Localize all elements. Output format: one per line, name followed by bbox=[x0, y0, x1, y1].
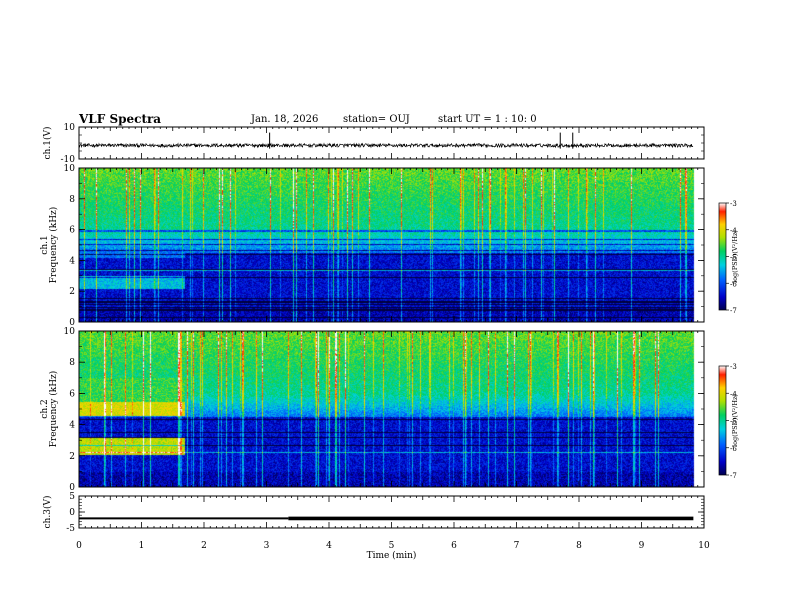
ch2-spec-ylabel: Frequency (kHz) bbox=[48, 371, 59, 448]
ch1-spectrogram-colorbar-label: log(PSD)(V²/Hz) bbox=[731, 230, 739, 283]
y-tick-label: 6 bbox=[69, 226, 75, 236]
colorbar-tick-label: -3 bbox=[730, 363, 737, 371]
x-tick-label: 8 bbox=[576, 541, 582, 551]
x-tick-label: 0 bbox=[76, 541, 82, 551]
ch2-spectrogram-colorbar bbox=[718, 365, 727, 476]
colorbar-tick-label: -5 bbox=[730, 418, 737, 426]
x-tick-label: 4 bbox=[326, 541, 332, 551]
x-axis-label: Time (min) bbox=[367, 550, 417, 561]
colorbar-tick-label: -7 bbox=[730, 472, 737, 480]
y-tick-label: 10 bbox=[64, 327, 76, 337]
y-tick-label: 10 bbox=[64, 123, 76, 133]
y-tick-label: -10 bbox=[61, 155, 76, 165]
ch3-ylabel: ch.3(V) bbox=[42, 496, 53, 529]
y-tick-label: 10 bbox=[64, 164, 76, 174]
x-tick-label: 5 bbox=[389, 541, 395, 551]
x-tick-label: 7 bbox=[514, 541, 520, 551]
start-time-label: start UT = 1 : 10: 0 bbox=[438, 114, 537, 125]
x-tick-label: 2 bbox=[201, 541, 207, 551]
y-tick-label: 4 bbox=[69, 256, 75, 266]
ch1-waveform-line bbox=[78, 142, 694, 149]
colorbar-tick-label: -5 bbox=[730, 254, 737, 262]
colorbar-tick-label: -4 bbox=[730, 390, 737, 398]
x-tick-label: 10 bbox=[698, 541, 710, 551]
colorbar-tick-label: -7 bbox=[730, 307, 737, 315]
ch2-spectrogram-colorbar-label: log(PSD)(V²/Hz) bbox=[731, 394, 739, 447]
date-label: Jan. 18, 2026 bbox=[251, 114, 319, 125]
colorbar-tick-label: -3 bbox=[730, 200, 737, 208]
x-tick-label: 9 bbox=[639, 541, 645, 551]
y-tick-label: 8 bbox=[69, 358, 75, 368]
y-tick-label: 2 bbox=[69, 452, 75, 462]
x-tick-label: 3 bbox=[264, 541, 270, 551]
y-tick-label: 0 bbox=[69, 483, 75, 493]
x-tick-label: 6 bbox=[451, 541, 457, 551]
y-tick-label: 2 bbox=[69, 287, 75, 297]
y-tick-label: 8 bbox=[69, 195, 75, 205]
y-tick-label: 5 bbox=[69, 492, 75, 502]
ch1-ylabel: ch.1(V) bbox=[42, 127, 53, 160]
y-tick-label: 4 bbox=[69, 421, 75, 431]
ch1-spectrogram-image bbox=[79, 168, 704, 322]
y-tick-label: 0 bbox=[69, 508, 75, 518]
colorbar-tick-label: -6 bbox=[730, 280, 737, 288]
colorbar-tick-label: -6 bbox=[730, 445, 737, 453]
x-tick-label: 1 bbox=[139, 541, 145, 551]
y-tick-label: -5 bbox=[66, 524, 75, 534]
ch1-spectrogram-colorbar bbox=[718, 202, 727, 311]
y-tick-label: 6 bbox=[69, 389, 75, 399]
y-tick-label: 0 bbox=[69, 318, 75, 328]
colorbar-tick-label: -4 bbox=[730, 227, 737, 235]
ch2-spectrogram-image bbox=[79, 331, 704, 487]
ch1-spec-ylabel: Frequency (kHz) bbox=[48, 207, 59, 284]
chart-title: VLF Spectra bbox=[79, 112, 162, 126]
ch2-channel-label: ch.2 bbox=[40, 399, 50, 418]
station-label: station= OUJ bbox=[343, 114, 410, 125]
ch1-channel-label: ch.1 bbox=[40, 235, 50, 254]
